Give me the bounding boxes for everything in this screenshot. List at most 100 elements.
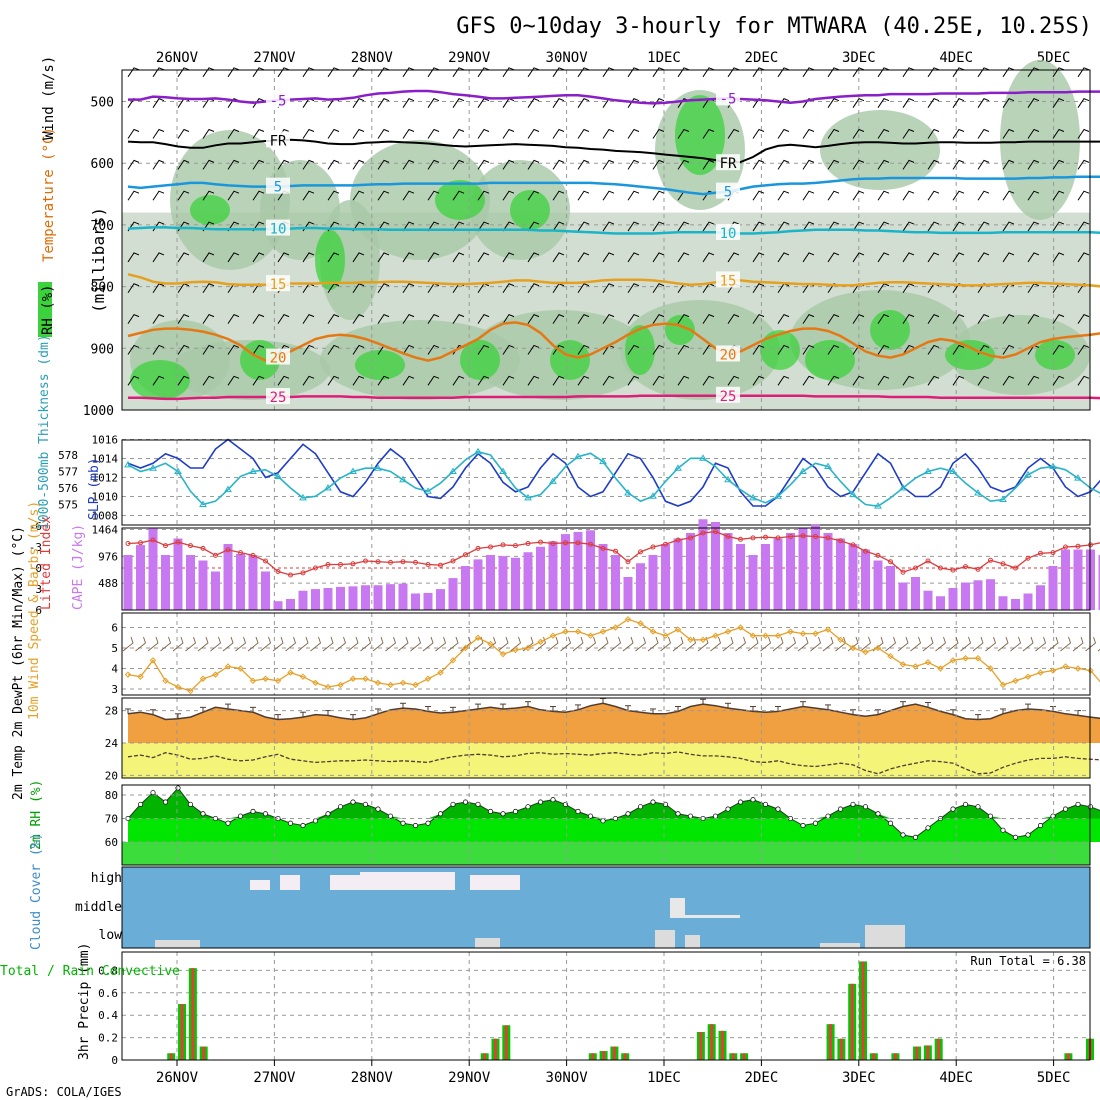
wind-barb — [427, 252, 440, 263]
lifted-index-marker — [750, 535, 756, 541]
wind-barb-10m — [660, 636, 672, 652]
wind-barb — [377, 252, 390, 263]
cloud-low — [865, 925, 905, 948]
cape-bar — [186, 555, 195, 610]
wind-barb — [1002, 159, 1015, 170]
rh-marker — [300, 822, 306, 829]
wind-barb-10m — [547, 636, 559, 652]
wind-barb — [652, 252, 665, 263]
wind-speed-marker — [487, 640, 494, 648]
wind-barb-10m — [585, 636, 597, 652]
wind-speed-marker — [737, 624, 744, 631]
cape-bar — [286, 599, 295, 610]
wind-barb — [227, 314, 240, 324]
wind-barb-10m — [722, 636, 734, 652]
wind-barb — [502, 221, 515, 232]
wind-barb — [952, 252, 965, 263]
wind-barb — [377, 98, 390, 108]
rh-marker — [237, 813, 244, 819]
wind-speed-marker — [324, 683, 332, 691]
lifted-index-marker — [588, 541, 593, 547]
rh-marker — [650, 799, 656, 805]
wind-barb — [902, 221, 915, 232]
precip-convective-bar — [926, 1045, 930, 1060]
precip-convective-bar — [1066, 1053, 1070, 1060]
rh-shade-90 — [675, 95, 725, 175]
wind-barb — [1052, 67, 1065, 78]
wind-barb — [902, 159, 915, 170]
cape-bar — [723, 533, 733, 610]
wind-barb — [652, 375, 665, 386]
wind-barb — [452, 67, 465, 78]
wind-barb — [1052, 221, 1065, 232]
wind-barb — [1077, 221, 1090, 232]
wind-barb — [802, 344, 815, 355]
thickness-axis-label: 1000-500mb Thickness (dm) — [37, 334, 52, 530]
wind-barb — [152, 67, 165, 78]
wind-speed-marker — [1062, 663, 1069, 670]
isotherm-label-bg — [266, 91, 290, 108]
wind-barb — [877, 128, 890, 139]
temperature-tick-label: 28 — [105, 705, 118, 718]
wind-barb — [577, 375, 590, 386]
cloud-low — [685, 935, 700, 948]
wind-speed-marker — [387, 681, 394, 689]
wind-barb-10m — [122, 636, 134, 652]
wind-speed-marker — [724, 628, 732, 635]
wind-barb — [477, 375, 490, 386]
lifted-index-marker — [138, 540, 143, 546]
cape-bar — [536, 546, 545, 610]
precip-legend: Total / Rain Convective — [0, 964, 180, 979]
wind-barb — [1077, 98, 1090, 108]
wind-barb — [427, 190, 440, 201]
wind-barb — [402, 221, 415, 232]
lifted-index-marker — [938, 565, 943, 571]
wind-barb-10m — [247, 636, 259, 652]
wind-barb — [777, 98, 790, 108]
wind-barb-10m — [510, 636, 522, 652]
cloud-level-label: middle — [75, 900, 122, 915]
lifted-index-marker — [850, 542, 856, 548]
rh-marker — [475, 801, 481, 807]
wind-barb-10m — [322, 636, 334, 652]
wind-barb — [477, 128, 490, 139]
lifted-index-marker — [738, 536, 743, 542]
wind-barb-10m — [335, 636, 347, 652]
wind-barb — [352, 190, 365, 201]
wind-barb — [852, 252, 865, 263]
wind-barb — [752, 314, 765, 324]
bottom-date-label: 4DEC — [939, 1070, 973, 1086]
isotherm-line — [127, 226, 1100, 235]
top-date-label: 3DEC — [842, 50, 876, 66]
lifted-index-marker — [613, 548, 618, 554]
wind-barb — [602, 314, 615, 324]
rh-marker — [162, 799, 169, 805]
wind-barb — [152, 314, 165, 324]
wind-barb — [1002, 344, 1015, 355]
wind-barb — [1002, 314, 1015, 324]
wind-barb — [677, 314, 690, 324]
wind-barb — [427, 314, 440, 324]
wind-barb — [827, 344, 840, 355]
isotherm-label-bg — [266, 388, 290, 405]
wind-barb — [427, 375, 440, 386]
wind-barb — [702, 252, 715, 263]
cape-bar — [973, 580, 983, 610]
cape-bar — [386, 584, 395, 610]
wind-barb — [152, 98, 165, 108]
wind-barb — [152, 159, 165, 170]
cape-bar — [611, 555, 620, 610]
wind-barb-10m — [710, 636, 722, 652]
wind-speed-marker — [249, 677, 257, 685]
pressure-tick-label: 1000 — [83, 404, 114, 419]
rh-marker — [800, 822, 806, 829]
lifted-index-marker — [813, 534, 818, 539]
wind-barb — [802, 128, 815, 139]
temperature-area — [128, 703, 1100, 743]
wind-barb — [702, 128, 715, 139]
lifted-index-marker — [600, 545, 606, 551]
wind-barb — [827, 314, 840, 324]
wind-barb — [352, 67, 365, 78]
lifted-index-marker — [413, 559, 418, 565]
wind-barb — [402, 159, 415, 170]
